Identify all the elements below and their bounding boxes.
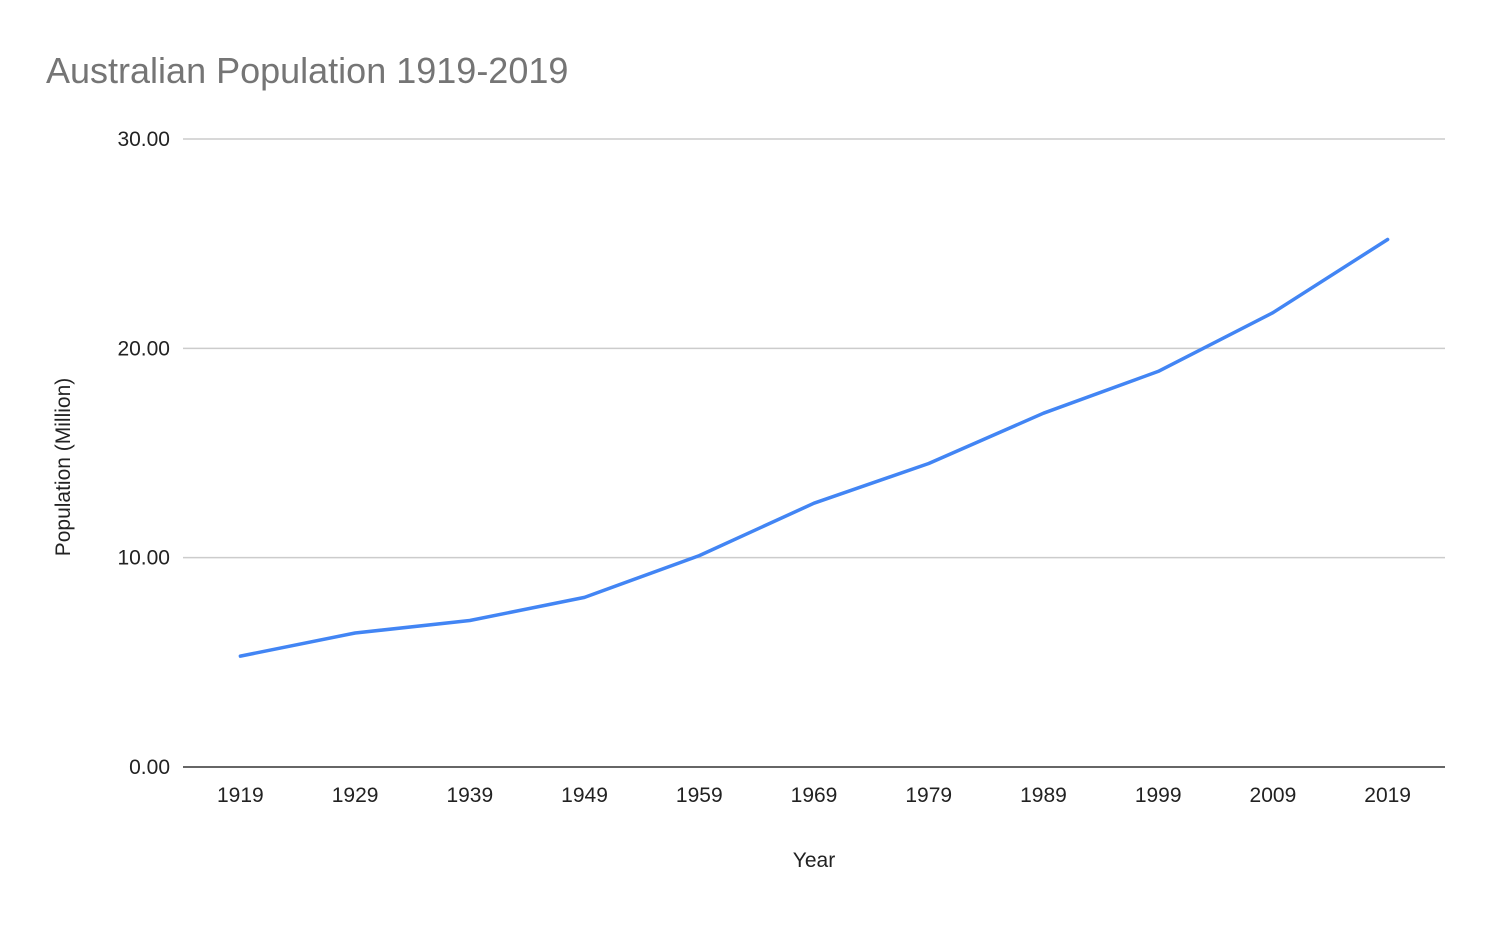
gridlines [183, 138, 1445, 768]
x-axis-label: Year [793, 849, 835, 872]
x-tick-label: 1939 [446, 784, 493, 807]
chart-title: Australian Population 1919-2019 [46, 50, 568, 91]
x-tick-label: 1919 [217, 784, 264, 807]
y-tick-label: 10.00 [117, 547, 170, 570]
x-tick-label: 1959 [676, 784, 723, 807]
x-tick-label: 1979 [905, 784, 952, 807]
x-axis-ticks: 1919 1929 1939 1949 1959 1969 1979 1989 1999 2009… [217, 784, 1411, 807]
y-axis-label: Population (Million) [52, 378, 75, 557]
y-tick-label: 30.00 [117, 128, 170, 151]
x-tick-label: 1969 [791, 784, 838, 807]
x-tick-label: 1989 [1020, 784, 1067, 807]
x-tick-label: 2019 [1364, 784, 1411, 807]
series-layer [238, 237, 1390, 658]
y-axis-ticks: 0.00 10.00 20.00 30.00 [117, 128, 170, 779]
x-tick-label: 2009 [1250, 784, 1297, 807]
y-tick-label: 0.00 [129, 756, 170, 779]
x-tick-label: 1949 [561, 784, 608, 807]
x-tick-label: 1999 [1135, 784, 1182, 807]
population-series-line [238, 237, 1390, 658]
x-tick-label: 1929 [332, 784, 379, 807]
y-tick-label: 20.00 [117, 337, 170, 360]
